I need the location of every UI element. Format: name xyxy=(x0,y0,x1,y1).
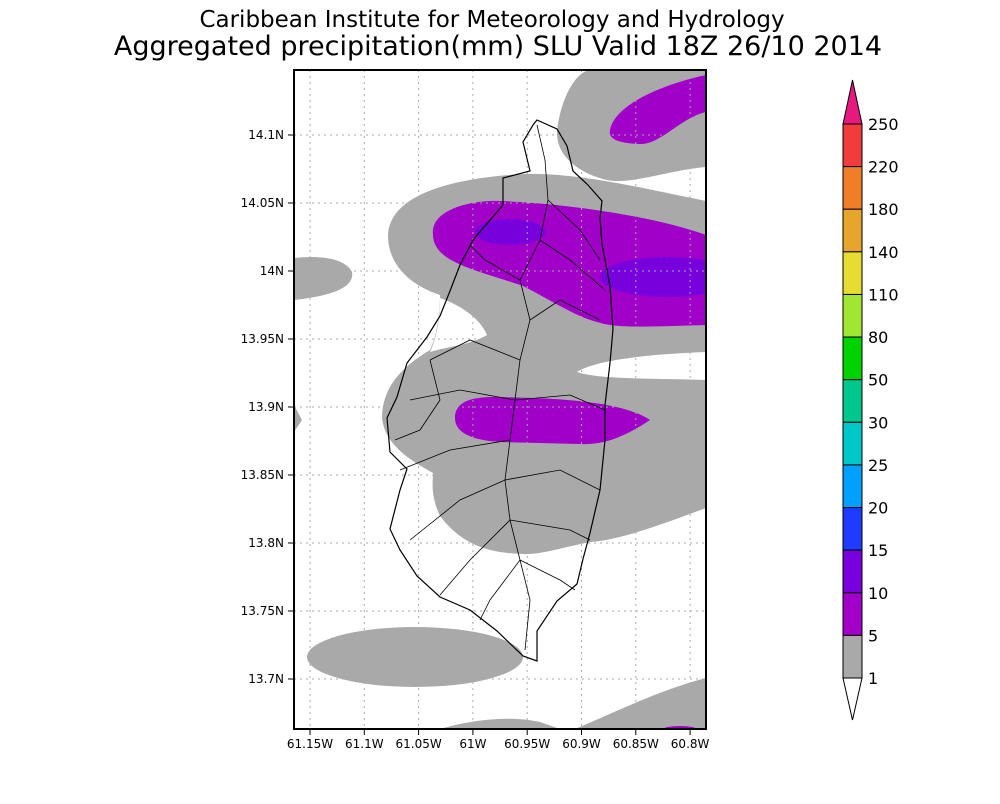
colorbar-label: 220 xyxy=(868,158,899,177)
precipitation-field xyxy=(294,70,706,729)
title-institute: Caribbean Institute for Meteorology and … xyxy=(199,7,784,33)
colorbar-label: 180 xyxy=(868,200,899,219)
colorbar-top-arrow xyxy=(842,79,863,125)
colorbar-label: 5 xyxy=(868,626,878,645)
title-product: Aggregated precipitation(mm) SLU Valid 1… xyxy=(114,31,882,62)
lat-tick-label: 14.05N xyxy=(241,196,284,210)
rain-area-10-15mm xyxy=(475,219,545,245)
colorbar-label: 140 xyxy=(868,243,899,262)
colorbar-legend: 250 220 180 140 110 80 50 30 25 20 15 10 5 1 xyxy=(842,79,899,721)
colorbar-swatch xyxy=(842,549,863,594)
colorbar-label: 50 xyxy=(868,371,888,390)
axis-ticks: 61.15W 61.1W 61.05W 61W 60.95W 60.9W 60.85W 60.… xyxy=(241,128,710,751)
rain-area-5-10mm xyxy=(609,75,706,145)
rain-area-10-15mm xyxy=(600,257,706,297)
colorbar-swatch xyxy=(842,293,863,338)
colorbar-label: 80 xyxy=(868,328,888,347)
colorbar-bottom-arrow xyxy=(842,677,863,721)
lon-tick-label: 60.9W xyxy=(562,737,601,751)
lon-tick-label: 61.05W xyxy=(395,737,441,751)
colorbar-swatch xyxy=(842,336,863,381)
colorbar-label: 25 xyxy=(868,456,888,475)
colorbar-label: 15 xyxy=(868,541,888,560)
lat-tick-label: 13.8N xyxy=(248,536,284,550)
lon-tick-label: 61.15W xyxy=(287,737,333,751)
colorbar-label: 110 xyxy=(868,285,899,304)
rain-area-1-5mm xyxy=(294,256,353,300)
lon-tick-label: 60.8W xyxy=(671,737,710,751)
lon-tick-label: 61W xyxy=(459,737,486,751)
lon-tick-label: 60.85W xyxy=(613,737,659,751)
colorbar-label: 30 xyxy=(868,413,888,432)
colorbar-label: 250 xyxy=(868,115,899,134)
colorbar-label: 20 xyxy=(868,499,888,518)
lat-tick-label: 13.9N xyxy=(248,400,284,414)
colorbar-swatch xyxy=(842,421,863,466)
river-network xyxy=(394,124,606,651)
lon-tick-label: 61.1W xyxy=(345,737,384,751)
colorbar-swatch xyxy=(842,166,863,210)
lat-tick-label: 13.7N xyxy=(248,672,284,686)
colorbar-swatch xyxy=(842,379,863,423)
lat-tick-label: 13.75N xyxy=(241,604,284,618)
colorbar-label: 10 xyxy=(868,584,888,603)
lat-tick-label: 14N xyxy=(260,264,284,278)
colorbar-swatch xyxy=(842,592,863,636)
colorbar-swatch xyxy=(842,634,863,679)
colorbar-swatch xyxy=(842,208,863,253)
colorbar-swatch xyxy=(842,123,863,168)
map-frame xyxy=(293,69,707,730)
map-grid xyxy=(294,70,706,729)
colorbar-swatch xyxy=(842,251,863,295)
colorbar-label: 1 xyxy=(868,669,878,688)
lat-tick-label: 14.1N xyxy=(248,128,284,142)
lat-tick-label: 13.85N xyxy=(241,468,284,482)
colorbar-swatch xyxy=(842,464,863,509)
st-lucia-coastline xyxy=(386,119,614,662)
lat-tick-label: 13.95N xyxy=(241,332,284,346)
rain-area-1-5mm xyxy=(307,627,523,687)
colorbar-swatch xyxy=(842,507,863,551)
lon-tick-label: 60.95W xyxy=(504,737,550,751)
